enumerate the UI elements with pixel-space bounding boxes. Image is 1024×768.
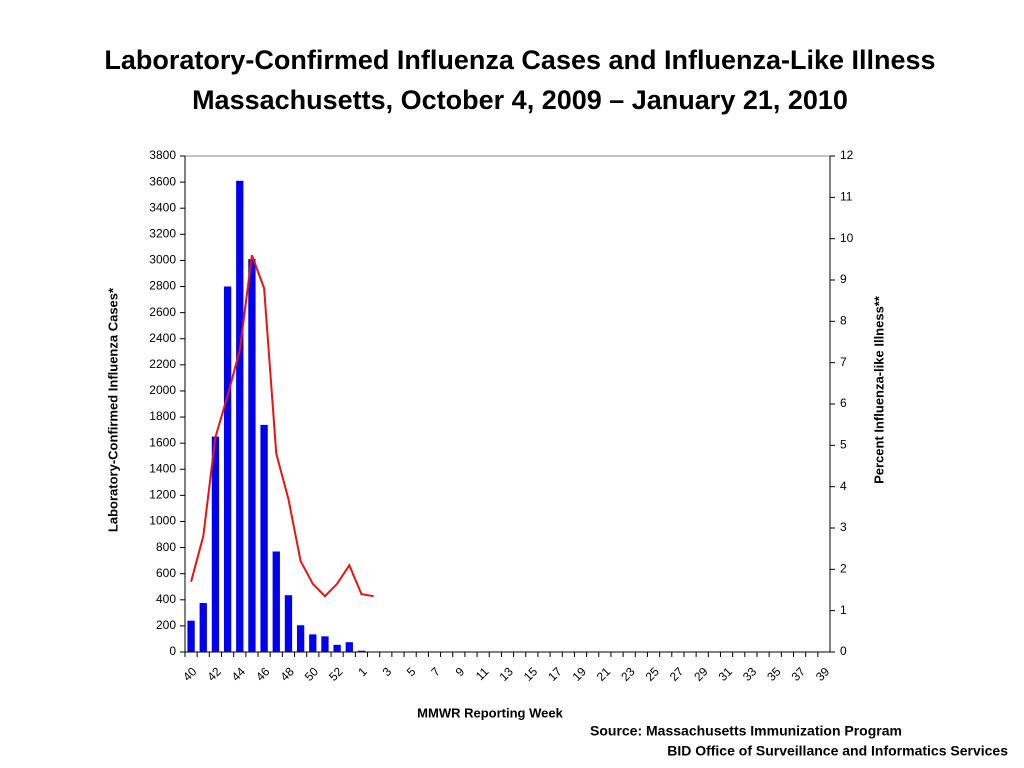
bar bbox=[248, 259, 256, 652]
chart-subtitle: Massachusetts, October 4, 2009 – January… bbox=[192, 85, 848, 115]
y-tick-label: 2000 bbox=[149, 383, 176, 397]
x-tick-label: 50 bbox=[302, 664, 322, 684]
y-tick-label: 3800 bbox=[149, 148, 176, 162]
x-tick-label: 29 bbox=[691, 664, 711, 684]
bar bbox=[284, 595, 293, 652]
y-tick-label: 400 bbox=[156, 592, 176, 606]
y2-tick-label: 6 bbox=[840, 396, 847, 410]
y-tick-label: 2800 bbox=[149, 279, 176, 293]
y-tick-label: 3000 bbox=[149, 253, 176, 267]
y-tick-label: 2200 bbox=[149, 357, 176, 371]
line bbox=[190, 254, 374, 598]
y-tick-label: 0 bbox=[169, 644, 176, 658]
x-tick-label: 48 bbox=[277, 664, 297, 684]
plot-area bbox=[184, 155, 831, 653]
x-tick-label: 23 bbox=[618, 664, 638, 684]
chart-title: Laboratory-Confirmed Influenza Cases and… bbox=[104, 45, 935, 75]
bar bbox=[187, 620, 195, 652]
bar bbox=[211, 436, 220, 652]
y-tick-label: 1200 bbox=[149, 488, 176, 502]
bar bbox=[199, 603, 207, 652]
x-tick-label: 33 bbox=[740, 664, 760, 684]
y-tick-label: 3600 bbox=[149, 174, 176, 188]
x-tick-label: 11 bbox=[473, 664, 492, 683]
x-tick-label: 17 bbox=[545, 664, 565, 684]
y2-tick-label: 2 bbox=[840, 562, 847, 576]
y-tick-label: 3200 bbox=[149, 226, 176, 240]
x-tick-label: 52 bbox=[326, 664, 346, 684]
y2-tick-label: 3 bbox=[840, 520, 847, 534]
x-tick-label: 15 bbox=[521, 664, 541, 684]
x-tick-label: 35 bbox=[764, 664, 784, 684]
y-tick-label: 2400 bbox=[149, 331, 176, 345]
x-tick-label: 40 bbox=[180, 664, 200, 684]
y2-tick-label: 11 bbox=[840, 190, 853, 204]
source-line: BID Office of Surveillance and Informati… bbox=[667, 743, 1008, 759]
y-tick-label: 3400 bbox=[149, 200, 176, 214]
y2-tick-label: 10 bbox=[840, 231, 854, 245]
source-line: Source: Massachusetts Immunization Progr… bbox=[590, 723, 902, 739]
y-axis-label: Laboratory-Confirmed Influenza Cases* bbox=[105, 287, 120, 532]
bar bbox=[345, 642, 353, 652]
y2-tick-label: 7 bbox=[840, 355, 847, 369]
x-tick-label: 44 bbox=[229, 664, 249, 684]
x-tick-label: 21 bbox=[594, 664, 614, 684]
x-tick-label: 39 bbox=[813, 664, 833, 684]
bar bbox=[223, 286, 232, 652]
x-tick-label: 5 bbox=[404, 664, 419, 679]
bar bbox=[236, 180, 244, 653]
x-tick-label: 31 bbox=[716, 664, 736, 684]
y2-axis-label: Percent Influenza-like Illness** bbox=[871, 295, 886, 484]
y-tick-label: 800 bbox=[156, 540, 176, 554]
x-tick-label: 9 bbox=[453, 664, 468, 679]
y2-tick-label: 1 bbox=[840, 603, 847, 617]
y-tick-label: 1400 bbox=[149, 461, 176, 475]
x-tick-label: 25 bbox=[643, 664, 663, 684]
x-tick-label: 3 bbox=[380, 664, 395, 679]
bar bbox=[357, 650, 366, 652]
x-tick-label: 7 bbox=[428, 664, 443, 679]
y2-tick-label: 0 bbox=[840, 644, 847, 658]
y2-tick-label: 5 bbox=[840, 438, 847, 452]
y2-tick-label: 4 bbox=[840, 479, 847, 493]
y2-tick-label: 12 bbox=[840, 148, 854, 162]
x-tick-label: 13 bbox=[497, 664, 517, 684]
x-axis-label: MMWR Reporting Week bbox=[417, 705, 563, 720]
x-tick-label: 27 bbox=[667, 664, 687, 684]
y-tick-label: 1600 bbox=[149, 435, 176, 449]
y-tick-label: 1000 bbox=[149, 514, 176, 528]
bar bbox=[333, 644, 341, 652]
bar bbox=[272, 551, 280, 652]
x-tick-label: 1 bbox=[355, 664, 370, 679]
y-tick-label: 200 bbox=[156, 618, 176, 632]
x-tick-label: 46 bbox=[253, 664, 273, 684]
y2-tick-label: 8 bbox=[840, 314, 847, 328]
bar bbox=[321, 636, 329, 652]
bar bbox=[296, 625, 305, 652]
x-tick-label: 19 bbox=[570, 664, 590, 684]
y-tick-label: 600 bbox=[156, 566, 176, 580]
bar bbox=[309, 634, 317, 652]
y2-tick-label: 9 bbox=[840, 272, 847, 286]
y-tick-label: 1800 bbox=[149, 409, 176, 423]
y-tick-label: 2600 bbox=[149, 305, 176, 319]
x-tick-label: 37 bbox=[789, 664, 809, 684]
x-tick-label: 42 bbox=[204, 664, 224, 684]
bar bbox=[260, 424, 268, 652]
